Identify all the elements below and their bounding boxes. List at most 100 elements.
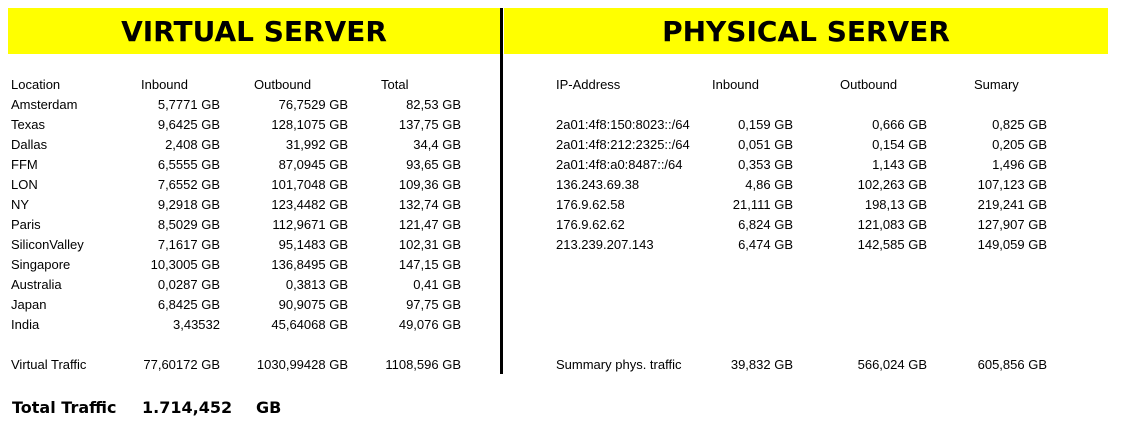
outbound-cell: 31,992 GB bbox=[285, 137, 348, 152]
physical-traffic-inbound: 39,832 GB bbox=[730, 357, 793, 372]
location-cell: FFM bbox=[11, 157, 38, 172]
summary-cell: 127,907 GB bbox=[977, 217, 1047, 232]
outbound-cell: 0,666 GB bbox=[872, 117, 927, 132]
total-cell: 93,65 GB bbox=[406, 157, 461, 172]
physical-traffic-label: Summary phys. traffic bbox=[556, 357, 682, 372]
inbound-cell: 3,43532 bbox=[173, 317, 220, 332]
location-cell: Australia bbox=[11, 277, 62, 292]
location-cell: Texas bbox=[11, 117, 45, 132]
outbound-cell: 87,0945 GB bbox=[278, 157, 348, 172]
location-cell: Japan bbox=[11, 297, 47, 312]
summary-cell: 107,123 GB bbox=[977, 177, 1047, 192]
inbound-cell: 9,6425 GB bbox=[157, 117, 220, 132]
inbound-cell: 2,408 GB bbox=[165, 137, 220, 152]
inbound-cell: 4,86 GB bbox=[745, 177, 793, 192]
total-cell: 97,75 GB bbox=[406, 297, 461, 312]
physical-server-banner: PHYSICAL SERVER bbox=[504, 8, 1108, 54]
location-cell: SiliconValley bbox=[11, 237, 84, 252]
location-cell: LON bbox=[11, 177, 38, 192]
location-cell: India bbox=[11, 317, 40, 332]
inbound-cell: 6,474 GB bbox=[738, 237, 793, 252]
ip-address-cell: 176.9.62.62 bbox=[556, 217, 625, 232]
total-cell: 109,36 GB bbox=[398, 177, 461, 192]
total-cell: 102,31 GB bbox=[398, 237, 461, 252]
virtual-traffic-outbound: 1030,99428 GB bbox=[256, 357, 348, 372]
total-cell: 147,15 GB bbox=[398, 257, 461, 272]
total-cell: 121,47 GB bbox=[398, 217, 461, 232]
ip-address-cell: 2a01:4f8:150:8023::/64 bbox=[556, 117, 690, 132]
inbound-cell: 10,3005 GB bbox=[150, 257, 220, 272]
outbound-cell: 45,64068 GB bbox=[271, 317, 348, 332]
summary-cell: 0,205 GB bbox=[992, 137, 1047, 152]
ip-address-cell: 213.239.207.143 bbox=[556, 237, 654, 252]
outbound-cell: 123,4482 GB bbox=[271, 197, 348, 212]
inbound-cell: 5,7771 GB bbox=[157, 97, 220, 112]
virtual-traffic-total: 1108,596 GB bbox=[385, 357, 461, 372]
inbound-cell: 7,6552 GB bbox=[157, 177, 220, 192]
inbound-cell: 21,111 GB bbox=[732, 197, 793, 212]
header-inbound: Inbound bbox=[712, 77, 759, 92]
inbound-cell: 0,159 GB bbox=[738, 117, 793, 132]
inbound-cell: 8,5029 GB bbox=[157, 217, 220, 232]
location-cell: Paris bbox=[11, 217, 41, 232]
virtual-server-banner: VIRTUAL SERVER bbox=[8, 8, 500, 54]
location-cell: Dallas bbox=[11, 137, 48, 152]
inbound-cell: 6,8425 GB bbox=[157, 297, 220, 312]
total-traffic-label: Total Traffic bbox=[12, 398, 117, 417]
outbound-cell: 112,9671 GB bbox=[272, 217, 348, 232]
virtual-traffic-label: Virtual Traffic bbox=[11, 357, 87, 372]
location-cell: NY bbox=[11, 197, 30, 212]
ip-address-cell: 2a01:4f8:212:2325::/64 bbox=[556, 137, 690, 152]
outbound-cell: 0,3813 GB bbox=[285, 277, 348, 292]
total-cell: 34,4 GB bbox=[413, 137, 461, 152]
header-location: Location bbox=[11, 77, 61, 92]
outbound-cell: 101,7048 GB bbox=[271, 177, 348, 192]
total-traffic-value: 1.714,452 bbox=[142, 398, 233, 417]
summary-cell: 149,059 GB bbox=[977, 237, 1047, 252]
outbound-cell: 136,8495 GB bbox=[271, 257, 348, 272]
total-cell: 49,076 GB bbox=[398, 317, 461, 332]
total-cell: 137,75 GB bbox=[398, 117, 461, 132]
ip-address-cell: 2a01:4f8:a0:8487::/64 bbox=[556, 157, 683, 172]
inbound-cell: 0,0287 GB bbox=[157, 277, 220, 292]
physical-traffic-total: 605,856 GB bbox=[977, 357, 1047, 372]
inbound-cell: 6,824 GB bbox=[738, 217, 793, 232]
ip-address-cell: 176.9.62.58 bbox=[556, 197, 625, 212]
header-inbound: Inbound bbox=[141, 77, 188, 92]
header-summary: Sumary bbox=[974, 77, 1019, 92]
inbound-cell: 0,353 GB bbox=[738, 157, 793, 172]
total-cell: 132,74 GB bbox=[398, 197, 461, 212]
summary-cell: 1,496 GB bbox=[992, 157, 1047, 172]
ip-address-cell: 136.243.69.38 bbox=[556, 177, 640, 192]
outbound-cell: 142,585 GB bbox=[857, 237, 927, 252]
summary-cell: 0,825 GB bbox=[992, 117, 1047, 132]
physical-traffic-outbound: 566,024 GB bbox=[857, 357, 927, 372]
outbound-cell: 90,9075 GB bbox=[278, 297, 348, 312]
outbound-cell: 198,13 GB bbox=[864, 197, 927, 212]
outbound-cell: 121,083 GB bbox=[857, 217, 927, 232]
total-traffic-unit: GB bbox=[256, 398, 282, 417]
summary-cell: 219,241 GB bbox=[977, 197, 1047, 212]
virtual-server-title: VIRTUAL SERVER bbox=[121, 14, 387, 48]
total-cell: 0,41 GB bbox=[413, 277, 461, 292]
virtual-traffic-inbound: 77,60172 GB bbox=[143, 357, 220, 372]
physical-server-title: PHYSICAL SERVER bbox=[662, 14, 950, 48]
location-cell: Amsterdam bbox=[11, 97, 78, 112]
location-cell: Singapore bbox=[11, 257, 71, 272]
header-outbound: Outbound bbox=[840, 77, 898, 92]
outbound-cell: 102,263 GB bbox=[857, 177, 927, 192]
outbound-cell: 128,1075 GB bbox=[271, 117, 348, 132]
inbound-cell: 7,1617 GB bbox=[157, 237, 220, 252]
inbound-cell: 6,5555 GB bbox=[157, 157, 220, 172]
header-total: Total bbox=[381, 77, 409, 92]
section-divider bbox=[500, 8, 503, 374]
header-ip-address: IP-Address bbox=[556, 77, 621, 92]
outbound-cell: 0,154 GB bbox=[872, 137, 927, 152]
outbound-cell: 76,7529 GB bbox=[278, 97, 348, 112]
outbound-cell: 1,143 GB bbox=[872, 157, 927, 172]
header-outbound: Outbound bbox=[254, 77, 312, 92]
outbound-cell: 95,1483 GB bbox=[278, 237, 348, 252]
inbound-cell: 9,2918 GB bbox=[157, 197, 220, 212]
total-cell: 82,53 GB bbox=[406, 97, 461, 112]
inbound-cell: 0,051 GB bbox=[738, 137, 793, 152]
